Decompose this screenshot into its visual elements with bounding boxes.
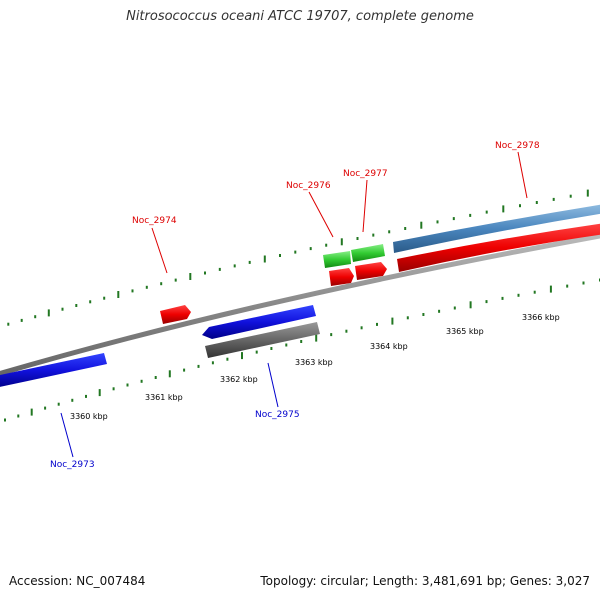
tick-label: 3361 kbp — [145, 393, 183, 402]
pseudo-gene-feature — [205, 322, 320, 358]
gene-label[interactable]: Noc_2978 — [495, 141, 540, 151]
rna-feature — [323, 251, 351, 268]
genome-backbone — [0, 233, 600, 377]
leader-line — [60, 412, 74, 458]
tick-label: 3364 kbp — [370, 342, 408, 351]
tick-label: 3360 kbp — [70, 412, 108, 421]
gene-feature-forward — [160, 305, 191, 324]
gene-label[interactable]: Noc_2976 — [286, 181, 331, 191]
tick-label: 3362 kbp — [220, 375, 258, 384]
gene-feature-forward — [329, 268, 354, 286]
gene-feature-forward — [355, 262, 387, 280]
gene-label[interactable]: Noc_2974 — [132, 216, 177, 226]
gene-feature-reverse — [202, 305, 316, 339]
tick-label: 3366 kbp — [522, 313, 560, 322]
leader-line — [151, 227, 168, 274]
lower-tick-ruler — [4, 278, 600, 422]
diagram-title: Nitrosococcus oceani ATCC 19707, complet… — [126, 9, 474, 24]
upper-tick-ruler — [7, 189, 589, 326]
gene-feature-reverse — [0, 353, 107, 387]
accession-text: Accession: NC_007484 — [9, 574, 146, 588]
genome-summary-text: Topology: circular; Length: 3,481,691 bp… — [260, 574, 590, 588]
leader-line — [517, 151, 528, 199]
leader-line — [267, 362, 279, 408]
rna-feature — [351, 244, 385, 262]
gene-label[interactable]: Noc_2975 — [255, 410, 300, 420]
gene-label[interactable]: Noc_2977 — [343, 169, 388, 179]
leader-line — [308, 191, 334, 238]
tick-label: 3363 kbp — [295, 358, 333, 367]
gene-feature-forward — [397, 223, 600, 272]
tick-label: 3365 kbp — [446, 327, 484, 336]
region-feature — [393, 204, 600, 253]
leader-line — [362, 179, 368, 233]
gene-label[interactable]: Noc_2973 — [50, 460, 95, 470]
